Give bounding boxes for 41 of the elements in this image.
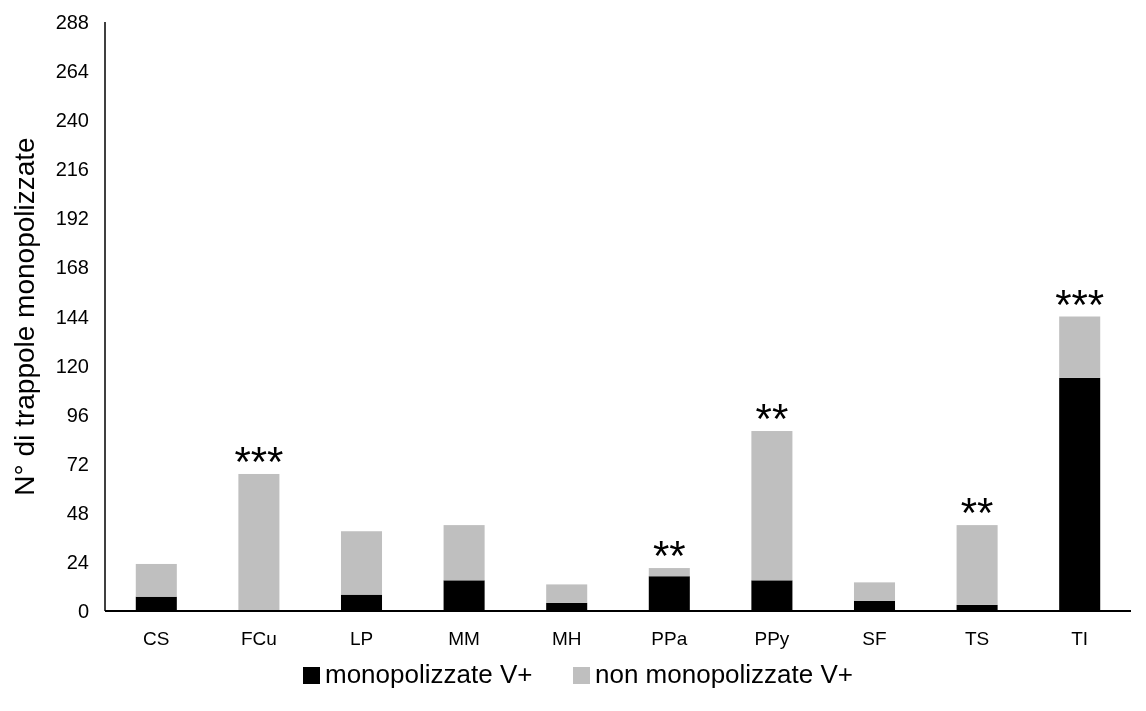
- y-tick-label: 216: [55, 158, 89, 181]
- annotation: **: [652, 532, 686, 580]
- y-tick-label: 168: [55, 256, 89, 279]
- y-tick-label: 288: [55, 11, 89, 33]
- bar: [648, 568, 690, 577]
- x-tick-label: MH: [551, 628, 582, 649]
- bar: [546, 584, 588, 603]
- y-tick-label: 120: [55, 354, 89, 377]
- bar: [1059, 316, 1101, 378]
- x-tick-label: SF: [862, 628, 887, 649]
- bar: [135, 563, 177, 597]
- y-tick-label: 264: [55, 60, 89, 83]
- legend-label: non monopolizzate V+: [595, 659, 854, 689]
- y-tick-label: 144: [55, 305, 89, 328]
- x-tick-label: CS: [143, 628, 170, 649]
- annotation: **: [960, 489, 994, 537]
- x-tick-label: FCu: [240, 628, 277, 649]
- annotation: **: [755, 395, 789, 443]
- y-tick-label: 240: [55, 109, 89, 132]
- y-tick-label: 0: [77, 600, 89, 622]
- legend-label: monopolizzate V+: [325, 659, 533, 689]
- bar: [853, 582, 896, 601]
- x-tick-label: TS: [964, 628, 990, 649]
- y-tick-label: 48: [66, 501, 89, 524]
- x-tick-label: PPy: [754, 628, 790, 649]
- y-tick-label: 24: [66, 550, 89, 573]
- x-tick-label: PPa: [651, 628, 688, 649]
- bar: [238, 473, 280, 611]
- bar: [340, 531, 383, 595]
- x-tick-label: MM: [448, 628, 480, 649]
- y-tick-label: 96: [66, 403, 89, 426]
- y-tick-label: 72: [66, 452, 89, 475]
- annotation: ***: [1055, 280, 1105, 328]
- y-axis-title: N° di trappole monopolizzate: [9, 137, 40, 496]
- y-tick-label: 192: [55, 207, 89, 230]
- bar: [751, 431, 793, 581]
- x-tick-label: LP: [349, 628, 374, 649]
- annotation: ***: [234, 437, 284, 485]
- bar: [956, 525, 998, 605]
- x-tick-label: TI: [1071, 628, 1089, 649]
- bar: [443, 525, 485, 581]
